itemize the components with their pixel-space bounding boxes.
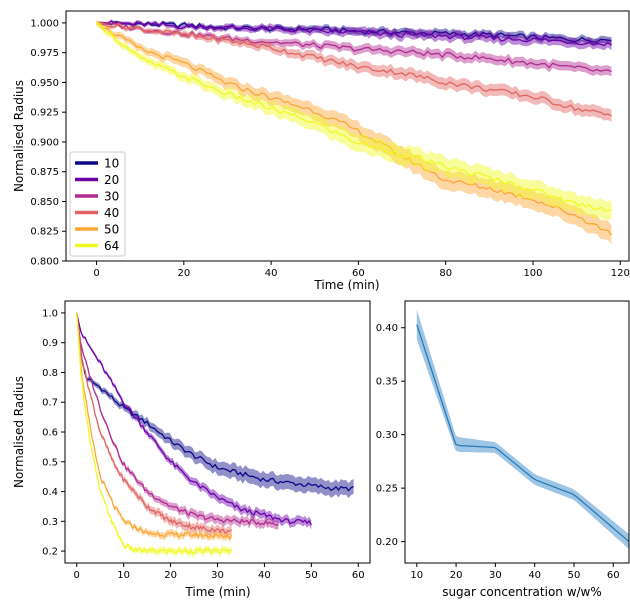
series-band-40 bbox=[96, 21, 612, 122]
series-band-64 bbox=[96, 20, 612, 221]
series-band-10 bbox=[76, 310, 354, 499]
y-tick-label: 0.7 bbox=[42, 398, 58, 409]
x-tick-label: 10 bbox=[410, 570, 423, 581]
top-plot-area bbox=[96, 19, 613, 245]
series-band-30 bbox=[76, 311, 279, 530]
legend-label-50: 50 bbox=[104, 223, 119, 237]
series-band-20 bbox=[76, 311, 312, 530]
series-line-64 bbox=[96, 22, 612, 212]
y-tick-label: 0.9 bbox=[42, 338, 58, 349]
y-tick-label: 0.900 bbox=[30, 137, 59, 148]
y-tick-label: 0.40 bbox=[376, 323, 398, 334]
series-line-0 bbox=[416, 324, 629, 543]
bottom-left-x-axis: 0 10 20 30 40 50 60 bbox=[74, 563, 365, 581]
series-line-20 bbox=[76, 312, 312, 526]
legend-label-20: 20 bbox=[104, 173, 119, 187]
bottom-left-y-axis: 0.2 0.3 0.4 0.5 0.6 0.7 0.8 0.9 1.0 bbox=[42, 308, 65, 558]
bottom-right-x-axis: 10 20 30 40 50 60 bbox=[410, 563, 620, 581]
y-tick-label: 1.000 bbox=[30, 18, 59, 29]
x-tick-label: 80 bbox=[439, 268, 452, 279]
series-line-40 bbox=[76, 312, 232, 534]
top-x-axis-label: Time (min) bbox=[313, 278, 379, 292]
y-tick-label: 1.0 bbox=[42, 308, 58, 319]
series-band-50 bbox=[96, 20, 612, 245]
x-tick-label: 60 bbox=[352, 570, 365, 581]
series-band-10 bbox=[96, 20, 612, 46]
x-tick-label: 120 bbox=[611, 268, 630, 279]
y-tick-label: 0.975 bbox=[30, 48, 59, 59]
x-tick-label: 60 bbox=[607, 570, 620, 581]
bottom-right-y-axis: 0.20 0.25 0.30 0.35 0.40 bbox=[376, 323, 405, 548]
x-tick-label: 60 bbox=[352, 268, 365, 279]
y-tick-label: 0.800 bbox=[30, 257, 59, 268]
x-tick-label: 0 bbox=[93, 268, 99, 279]
series-line-20 bbox=[96, 20, 612, 47]
series-line-50 bbox=[76, 312, 233, 539]
x-tick-label: 40 bbox=[258, 570, 271, 581]
x-tick-label: 30 bbox=[489, 570, 502, 581]
y-tick-label: 0.3 bbox=[42, 517, 58, 528]
bottom-right-chart: 10 20 30 40 50 60 0.20 0.25 0.30 0.35 0.40 sugar … bbox=[376, 300, 630, 599]
x-tick-label: 0 bbox=[74, 570, 80, 581]
y-tick-label: 0.8 bbox=[42, 368, 58, 379]
y-tick-label: 0.875 bbox=[30, 167, 59, 178]
bottom-right-axes-frame bbox=[404, 300, 630, 564]
y-tick-label: 0.6 bbox=[42, 428, 58, 439]
bottom-left-plot-area bbox=[76, 310, 354, 557]
bottom-left-x-axis-label: Time (min) bbox=[184, 585, 250, 599]
series-line-30 bbox=[76, 312, 279, 526]
y-tick-label: 0.25 bbox=[376, 484, 398, 495]
top-y-axis-label: Normalised Radius bbox=[12, 80, 26, 192]
y-tick-label: 0.2 bbox=[42, 547, 58, 558]
legend-label-10: 10 bbox=[104, 157, 119, 171]
x-tick-label: 100 bbox=[523, 268, 542, 279]
x-tick-label: 40 bbox=[528, 570, 541, 581]
y-tick-label: 0.20 bbox=[376, 537, 398, 548]
x-tick-label: 30 bbox=[211, 570, 224, 581]
legend-label-30: 30 bbox=[104, 190, 119, 204]
top-x-axis: 0 20 40 60 80 100 120 bbox=[93, 261, 630, 279]
y-tick-label: 0.4 bbox=[42, 487, 58, 498]
bottom-right-plot-area bbox=[416, 309, 629, 550]
x-tick-label: 50 bbox=[305, 570, 318, 581]
legend-label-40: 40 bbox=[104, 206, 119, 220]
series-line-40 bbox=[96, 22, 612, 117]
top-legend: 10 20 30 40 50 64 bbox=[69, 151, 126, 257]
series-line-10 bbox=[76, 312, 354, 492]
x-tick-label: 50 bbox=[568, 570, 581, 581]
series-line-10 bbox=[96, 21, 612, 43]
y-tick-label: 0.950 bbox=[30, 78, 59, 89]
x-tick-label: 40 bbox=[265, 268, 278, 279]
x-tick-label: 20 bbox=[177, 268, 190, 279]
top-axes-frame bbox=[65, 10, 630, 262]
y-tick-label: 0.850 bbox=[30, 197, 59, 208]
top-chart: 0 20 40 60 80 100 120 0.800 0.825 0.850 0.875 0.90… bbox=[12, 10, 630, 292]
bottom-left-y-axis-label: Normalised Radius bbox=[12, 376, 26, 488]
series-line-50 bbox=[96, 22, 613, 236]
top-y-axis: 0.800 0.825 0.850 0.875 0.900 0.925 0.950 0.975… bbox=[30, 18, 66, 268]
series-line-30 bbox=[96, 22, 612, 73]
x-tick-label: 20 bbox=[450, 570, 463, 581]
y-tick-label: 0.5 bbox=[42, 457, 58, 468]
legend-label-64: 64 bbox=[104, 239, 119, 253]
bottom-left-chart: 0 10 20 30 40 50 60 0.2 0.3 0.4 0.5 0.6 0.7 0.8 0.9 1.… bbox=[12, 300, 371, 599]
y-tick-label: 0.30 bbox=[376, 430, 398, 441]
y-tick-label: 0.35 bbox=[376, 377, 398, 388]
series-band-30 bbox=[96, 21, 612, 77]
y-tick-label: 0.925 bbox=[30, 108, 59, 119]
series-band-0 bbox=[416, 309, 629, 550]
bottom-right-x-axis-label: sugar concentration w/w% bbox=[442, 585, 602, 599]
x-tick-label: 20 bbox=[164, 570, 177, 581]
x-tick-label: 10 bbox=[117, 570, 130, 581]
y-tick-label: 0.825 bbox=[30, 227, 59, 238]
bottom-left-axes-frame bbox=[64, 300, 371, 564]
series-line-64 bbox=[76, 312, 233, 555]
